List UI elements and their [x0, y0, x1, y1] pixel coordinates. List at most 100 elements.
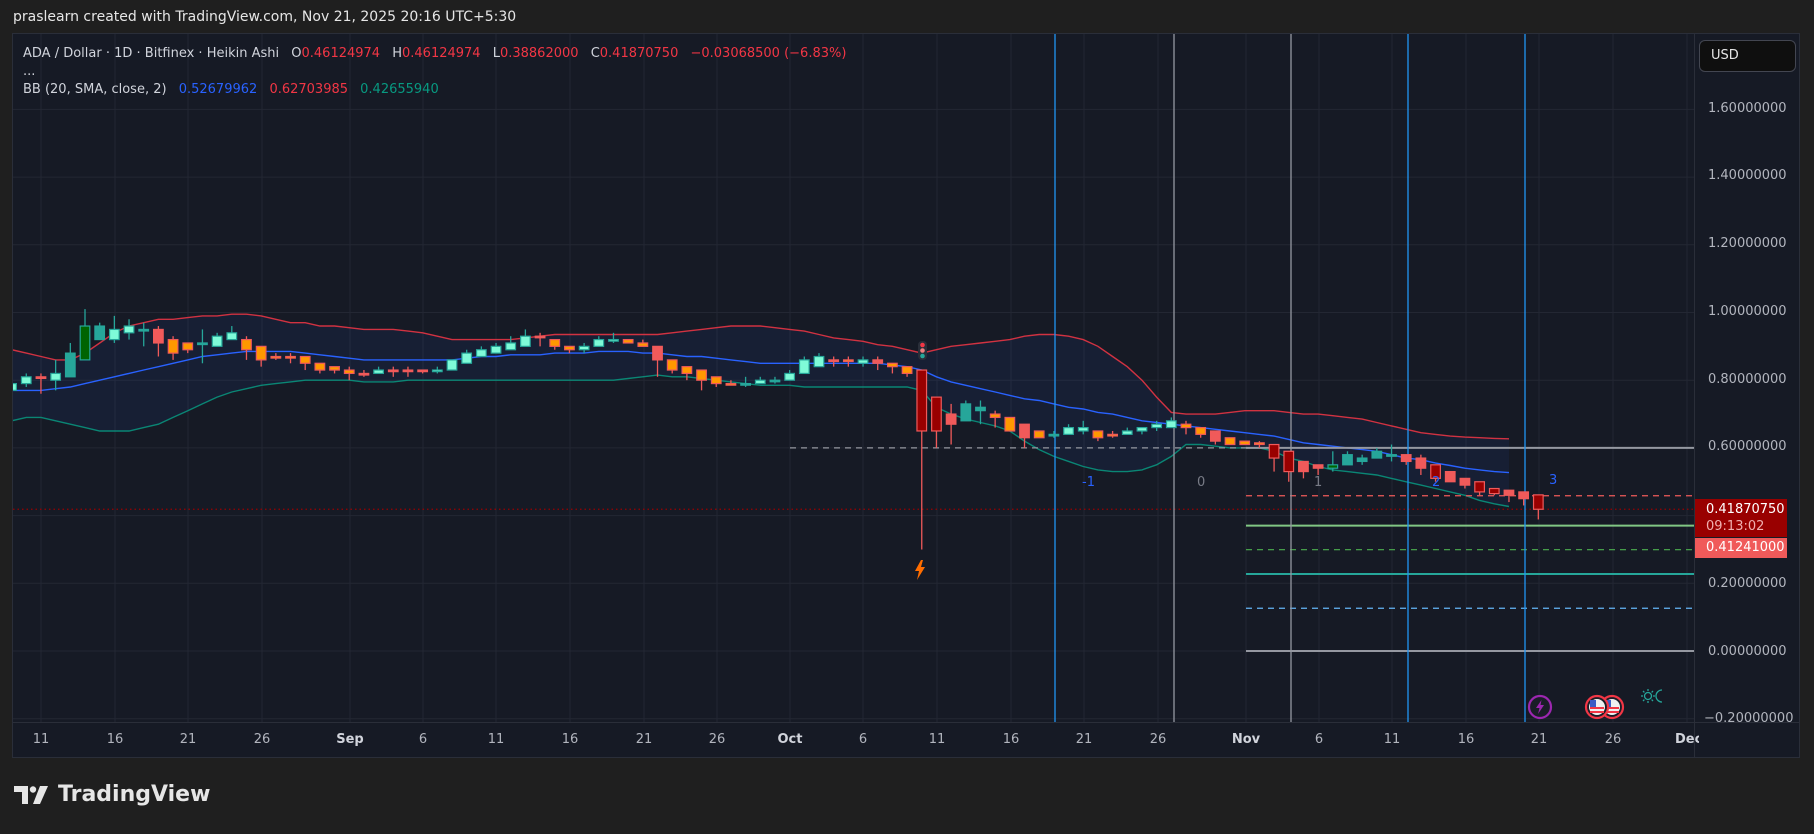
currency-button[interactable]: USD — [1699, 40, 1796, 72]
candle-body[interactable] — [1165, 420, 1177, 429]
candle-body[interactable] — [402, 369, 414, 373]
session-day-night-icon[interactable] — [1640, 688, 1666, 704]
event-lightning-badge-icon[interactable] — [1527, 694, 1553, 720]
chart-frame[interactable] — [12, 33, 1800, 758]
bb-indicator-label[interactable]: BB (20, SMA, close, 2) — [23, 82, 167, 97]
candle-body[interactable] — [564, 345, 575, 351]
candle-body[interactable] — [960, 403, 972, 422]
candle-body[interactable] — [740, 382, 751, 386]
candle-body[interactable] — [285, 355, 296, 359]
candle-body[interactable] — [226, 332, 238, 341]
candle-body[interactable] — [608, 338, 619, 342]
candle-body[interactable] — [1283, 450, 1295, 473]
candle-body[interactable] — [490, 345, 502, 354]
candle-body[interactable] — [138, 328, 150, 332]
candle-body[interactable] — [519, 335, 531, 347]
candle-body[interactable] — [593, 338, 605, 347]
candle-body[interactable] — [828, 359, 840, 363]
candle-body[interactable] — [255, 345, 267, 361]
candle-body[interactable] — [343, 369, 355, 375]
candle-body[interactable] — [1239, 440, 1251, 446]
candle-body[interactable] — [1386, 454, 1397, 457]
candle-body[interactable] — [1415, 457, 1427, 469]
candle-body[interactable] — [1400, 454, 1412, 463]
candle-body[interactable] — [1195, 426, 1207, 435]
candle-body[interactable] — [373, 369, 384, 375]
candle-body[interactable] — [578, 345, 590, 351]
candle-body[interactable] — [505, 342, 517, 351]
candle-body[interactable] — [637, 342, 649, 347]
candle-body[interactable] — [945, 413, 957, 425]
lightning-event-icon[interactable] — [913, 560, 927, 580]
candle-body[interactable] — [64, 352, 76, 378]
candle-body[interactable] — [299, 355, 311, 364]
candle-body[interactable] — [1019, 423, 1030, 439]
candle-body[interactable] — [784, 372, 796, 381]
candle-body[interactable] — [123, 325, 135, 334]
candle-body[interactable] — [314, 362, 326, 371]
candle-body[interactable] — [153, 328, 164, 344]
candle-body[interactable] — [975, 406, 986, 412]
candle-body[interactable] — [696, 369, 707, 381]
candle-body[interactable] — [1430, 464, 1441, 479]
candle-body[interactable] — [1268, 443, 1280, 459]
candle-body[interactable] — [431, 369, 443, 373]
candle-body[interactable] — [241, 338, 252, 351]
candle-body[interactable] — [1503, 489, 1515, 496]
candle-body[interactable] — [211, 335, 223, 347]
candle-body[interactable] — [417, 369, 429, 373]
candle-body[interactable] — [1209, 430, 1221, 442]
candle-body[interactable] — [666, 359, 678, 371]
candle-body[interactable] — [1532, 494, 1544, 510]
candle-body[interactable] — [872, 359, 884, 364]
candle-body[interactable] — [1518, 491, 1530, 500]
candle-body[interactable] — [197, 342, 208, 346]
candle-body[interactable] — [1121, 430, 1133, 435]
candle-body[interactable] — [94, 325, 106, 341]
candle-body[interactable] — [931, 396, 942, 432]
candle-body[interactable] — [20, 376, 32, 385]
candle-body[interactable] — [710, 376, 722, 385]
candle-body[interactable] — [1063, 426, 1074, 435]
candle-body[interactable] — [50, 372, 62, 381]
candle-body[interactable] — [1474, 481, 1486, 493]
candle-body[interactable] — [681, 366, 693, 375]
candle-body[interactable] — [1253, 442, 1265, 446]
candle-body[interactable] — [475, 349, 487, 358]
candle-body[interactable] — [7, 382, 18, 391]
candle-body[interactable] — [1224, 437, 1236, 446]
candle-body[interactable] — [534, 335, 546, 339]
candle-body[interactable] — [1136, 426, 1148, 432]
candle-body[interactable] — [1033, 430, 1045, 439]
candle-body[interactable] — [167, 338, 179, 354]
candle-body[interactable] — [35, 376, 47, 380]
candle-body[interactable] — [1004, 416, 1016, 432]
legend-symbol[interactable]: ADA / Dollar · 1D · Bitfinex · Heikin As… — [23, 46, 280, 61]
candle-body[interactable] — [798, 359, 810, 375]
candle-body[interactable] — [1298, 460, 1309, 473]
candle-body[interactable] — [1107, 433, 1119, 437]
candle-body[interactable] — [622, 338, 634, 344]
us-economic-event-icon[interactable] — [1584, 694, 1626, 720]
candle-body[interactable] — [916, 369, 928, 432]
candle-body[interactable] — [549, 338, 561, 347]
candle-body[interactable] — [1327, 464, 1339, 469]
candle-body[interactable] — [108, 328, 120, 341]
candle-body[interactable] — [857, 359, 869, 364]
tradingview-logo[interactable]: TradingView — [14, 782, 210, 807]
candle-body[interactable] — [446, 359, 458, 371]
candle-body[interactable] — [813, 355, 825, 368]
candle-body[interactable] — [901, 366, 913, 375]
candle-body[interactable] — [182, 342, 194, 351]
candle-body[interactable] — [1342, 454, 1353, 466]
candle-body[interactable] — [358, 372, 370, 376]
candle-body[interactable] — [1312, 464, 1324, 469]
candle-body[interactable] — [652, 345, 663, 361]
candle-body[interactable] — [79, 325, 91, 361]
candle-body[interactable] — [1077, 426, 1089, 432]
candle-body[interactable] — [270, 355, 282, 359]
candle-body[interactable] — [754, 379, 766, 385]
candle-body[interactable] — [1092, 430, 1104, 439]
candle-body[interactable] — [769, 379, 781, 383]
